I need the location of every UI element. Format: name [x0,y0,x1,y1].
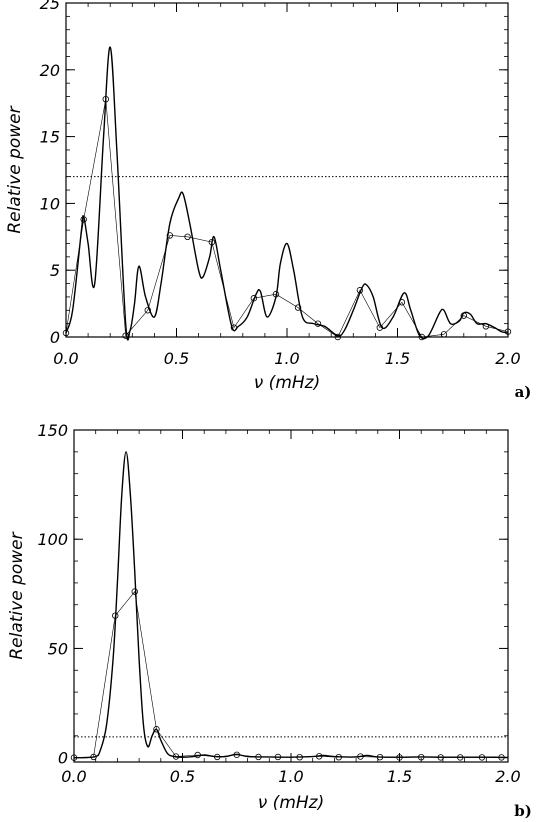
sample-point [504,328,512,335]
sample-point [208,238,216,246]
y-tick-label: 25 [40,0,60,13]
plot-frame [73,429,509,763]
sample-point [314,320,322,327]
spectrum-curve [73,451,509,759]
sampled-line [65,99,509,338]
sample-point [80,216,87,223]
panel-letter: b) [514,802,532,820]
sample-point [498,754,505,761]
y-tick-label: 15 [40,128,60,147]
sample-point [144,307,151,314]
x-tick-label: 0.0 [53,349,78,368]
sample-point [214,753,221,761]
sample-point [153,726,160,733]
sample-point [482,323,490,330]
sample-point [233,751,240,758]
x-tick-label: 0.5 [164,349,189,368]
sample-point [296,753,303,761]
y-axis-label: Relative power [5,105,25,233]
sample-point [131,588,138,595]
sample-point [376,324,384,331]
sample-point [255,753,262,761]
y-tick-label: 0 [50,328,60,347]
sample-point [396,754,403,761]
y-tick-label: 20 [40,61,60,80]
panel-a: 0.0 0.5 1.0 1.5 2.0 0 5 10 15 20 25 ν (mHz) Relative… [5,0,531,401]
sample-point [230,324,238,331]
sample-point [440,331,448,338]
sampled-line [73,590,502,758]
sample-point [122,332,129,339]
sample-point [457,754,464,761]
sample-point [274,753,282,761]
x-axis-label: ν (mHz) [254,373,320,393]
sample-point [272,291,280,298]
sample-point [478,754,486,761]
y-tick-label: 5 [50,261,60,280]
spectrum-curve [65,46,509,341]
panel-b: 0.0 0.5 1.0 1.5 2.0 0 50 100 150 ν (mHz) Relative … [7,421,532,820]
sample-point [250,295,258,302]
panel-letter: a) [515,383,532,401]
sample-point [460,312,467,319]
x-tick-label: 1.5 [385,349,410,368]
sample-point [194,751,201,759]
y-tick-label: 50 [48,639,68,658]
sample-point [70,754,78,761]
sample-point [166,232,174,239]
y-tick-label: 150 [37,421,68,440]
sample-point [335,753,342,761]
x-tick-label: 1.5 [387,767,412,786]
sample-point [356,287,364,294]
y-axis-label: Relative power [7,531,27,659]
sample-point [90,753,97,761]
x-tick-label: 1.0 [274,349,299,368]
sample-point [398,299,406,306]
x-tick-label: 0.0 [61,767,86,786]
sample-point [184,233,191,240]
x-tick-label: 1.0 [278,767,303,786]
plot-frame [65,2,509,338]
sample-point [418,333,426,341]
sample-point [294,304,302,311]
x-axis-label: ν (mHz) [258,793,324,813]
sample-point [172,753,180,760]
sample-point [62,329,70,337]
sample-point [437,754,444,761]
x-tick-label: 2.0 [495,349,520,368]
x-tick-label: 2.0 [495,767,520,786]
sample-point [316,753,323,760]
sample-point [112,612,119,619]
sample-point [334,333,342,341]
y-tick-label: 10 [40,194,60,213]
y-tick-label: 100 [37,530,68,549]
sample-point [357,753,364,760]
sample-point [376,753,384,761]
sample-point [418,753,425,761]
x-tick-label: 0.5 [170,767,195,786]
sample-point [102,95,109,103]
y-tick-label: 0 [58,749,68,768]
